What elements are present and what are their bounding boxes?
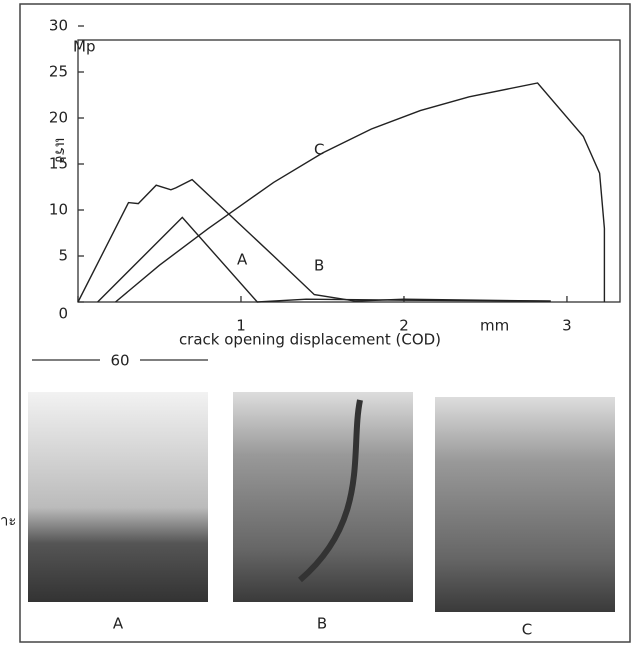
x-tick-label: 2 [399, 317, 409, 335]
photo-a [28, 392, 208, 602]
scale-bar-label: 60 [110, 352, 129, 370]
x-unit: mm [480, 317, 509, 335]
side-text: าะ [0, 512, 16, 530]
y-tick-label: 20 [49, 109, 68, 127]
y-tick-label: 15 [49, 155, 68, 173]
y-tick-label: 10 [49, 201, 68, 219]
curve-label: B [314, 257, 324, 275]
y-tick-label: 30 [49, 17, 68, 35]
photo-label: A [113, 615, 124, 633]
figure: 60 A B C าะ Mp แรง crack opening displac… [0, 0, 634, 651]
y-tick-label: 5 [58, 247, 68, 265]
curve-label: C [314, 141, 324, 159]
y-tick-label: 0 [58, 305, 68, 323]
curve [78, 180, 551, 302]
x-tick-label: 1 [236, 317, 246, 335]
x-tick-label: 3 [562, 317, 572, 335]
photo-c [435, 397, 615, 612]
photo-b [233, 392, 413, 602]
plot-frame [78, 40, 620, 302]
photo-label: B [317, 615, 327, 633]
y-tick-label: 25 [49, 63, 68, 81]
curve [116, 83, 605, 302]
curve-label: A [237, 251, 248, 269]
photo-label: C [522, 621, 532, 639]
